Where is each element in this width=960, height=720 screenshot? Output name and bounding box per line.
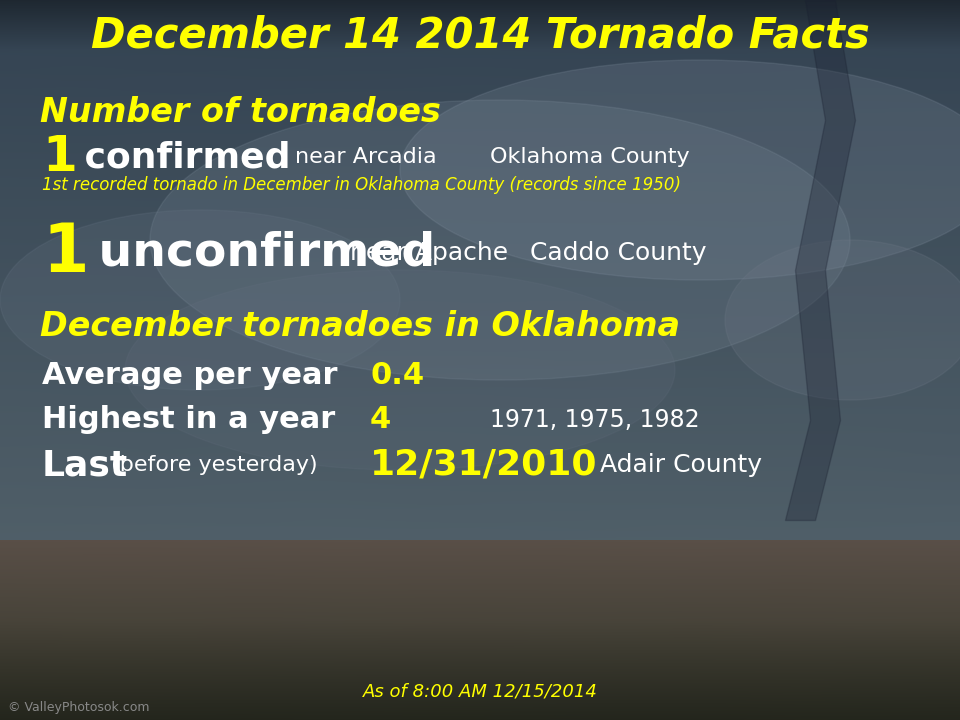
- Text: unconfirmed: unconfirmed: [82, 230, 435, 276]
- Ellipse shape: [0, 210, 400, 390]
- Text: © ValleyPhotosok.com: © ValleyPhotosok.com: [8, 701, 150, 714]
- Text: near Arcadia: near Arcadia: [295, 147, 437, 167]
- Ellipse shape: [725, 240, 960, 400]
- Text: Last: Last: [42, 448, 129, 482]
- Text: Adair County: Adair County: [600, 453, 762, 477]
- Text: Number of tornadoes: Number of tornadoes: [40, 96, 441, 128]
- Text: near Apache: near Apache: [350, 241, 508, 265]
- Text: Average per year: Average per year: [42, 361, 338, 390]
- Text: 1971, 1975, 1982: 1971, 1975, 1982: [490, 408, 700, 432]
- Ellipse shape: [150, 100, 850, 380]
- Text: (before yesterday): (before yesterday): [104, 455, 318, 475]
- Text: December 14 2014 Tornado Facts: December 14 2014 Tornado Facts: [90, 14, 870, 56]
- Text: confirmed: confirmed: [72, 140, 291, 174]
- Ellipse shape: [125, 270, 675, 470]
- Text: 12/31/2010: 12/31/2010: [370, 448, 597, 482]
- Text: 1st recorded tornado in December in Oklahoma County (records since 1950): 1st recorded tornado in December in Okla…: [42, 176, 681, 194]
- Ellipse shape: [400, 60, 960, 280]
- Text: As of 8:00 AM 12/15/2014: As of 8:00 AM 12/15/2014: [363, 683, 597, 701]
- Text: Caddo County: Caddo County: [530, 241, 707, 265]
- Text: 4: 4: [370, 405, 392, 434]
- Text: 1: 1: [42, 220, 88, 286]
- Text: Highest in a year: Highest in a year: [42, 405, 335, 434]
- Text: 0.4: 0.4: [370, 361, 424, 390]
- Text: 1: 1: [42, 133, 77, 181]
- Text: Oklahoma County: Oklahoma County: [490, 147, 689, 167]
- Text: December tornadoes in Oklahoma: December tornadoes in Oklahoma: [40, 310, 680, 343]
